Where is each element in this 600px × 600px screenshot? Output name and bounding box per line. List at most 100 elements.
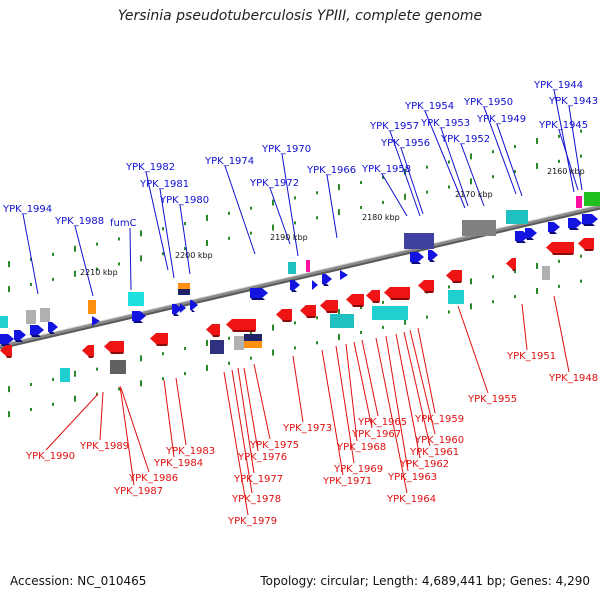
reverse-leader-line (292, 355, 304, 423)
forward-leader-line (381, 173, 408, 217)
reverse-leader-line (99, 391, 104, 441)
reverse-gene-label: YPK_1961 (409, 447, 459, 458)
tick-mark (294, 221, 296, 225)
forward-leader-line (22, 213, 39, 295)
forward-leader-line (460, 143, 485, 207)
reverse-gene-label: YPK_1984 (153, 458, 203, 469)
reverse-gene-label: YPK_1973 (282, 423, 332, 434)
backbone-highlight (0, 204, 600, 345)
reverse-gene-label: YPK_1969 (333, 464, 383, 475)
reverse-gene-shade (326, 311, 338, 313)
tick-mark (360, 206, 362, 210)
tick-mark (294, 346, 296, 350)
reverse-gene-arrow (320, 300, 338, 311)
reverse-gene-label: YPK_1960 (414, 435, 464, 446)
forward-gene-label: YPK_1958 (361, 164, 411, 175)
tick-mark (492, 150, 494, 154)
rna-feature (462, 220, 496, 236)
tick-mark (30, 258, 32, 262)
forward-leader-line (74, 225, 94, 297)
forward-gene-arrow (172, 304, 182, 314)
tick-mark (536, 162, 538, 169)
reverse-gene-label: YPK_1986 (128, 473, 178, 484)
tick-mark (492, 300, 494, 304)
tick-mark (404, 318, 406, 325)
reverse-gene-arrow (226, 319, 256, 330)
topology-summary: Topology: circular; Length: 4,689,441 bp… (260, 574, 590, 588)
tick-mark (470, 278, 472, 285)
tick-mark (514, 270, 516, 274)
tick-mark (338, 184, 340, 191)
tick-mark (426, 315, 428, 319)
tick-mark (96, 367, 98, 371)
forward-gene-label: YPK_1994 (2, 204, 52, 215)
tick-mark (272, 224, 274, 231)
accession-text: Accession: NC_010465 (10, 574, 147, 588)
tick-mark (360, 181, 362, 185)
forward-gene-shade (133, 321, 143, 323)
tick-mark (448, 185, 450, 189)
rna-feature (306, 260, 310, 272)
reverse-leader-line (335, 345, 355, 464)
reverse-gene-shade (512, 269, 516, 271)
forward-leader-line (553, 89, 575, 193)
rna-feature-lower (244, 341, 262, 348)
tick-mark (228, 236, 230, 240)
reverse-leader-line (231, 369, 253, 494)
forward-gene-shade (569, 228, 579, 230)
forward-gene-label: YPK_1956 (380, 138, 430, 149)
reverse-leader-line (120, 387, 150, 473)
reverse-gene-label: YPK_1975 (249, 440, 299, 451)
tick-mark (250, 206, 252, 210)
forward-gene-label: YPK_1953 (420, 118, 470, 129)
reverse-gene-label: YPK_1989 (79, 441, 129, 452)
reverse-gene-label: YPK_1968 (336, 442, 386, 453)
kbp-label: 2190 kbp (270, 233, 308, 242)
tick-mark (294, 196, 296, 200)
tick-mark (228, 336, 230, 340)
reverse-leader-line (243, 367, 259, 452)
map-title: Yersinia pseudotuberculosis YPIII, compl… (117, 8, 483, 24)
forward-gene-shade (49, 332, 55, 334)
forward-leader-line (179, 204, 191, 275)
tick-mark (338, 334, 340, 341)
tick-mark (514, 295, 516, 299)
forward-leader-line (389, 130, 421, 217)
tick-mark (470, 178, 472, 185)
forward-gene-shade (411, 262, 421, 264)
reverse-gene-arrow (418, 280, 434, 291)
forward-gene-label: YPK_1945 (538, 120, 588, 131)
reverse-gene-label: YPK_1948 (548, 373, 598, 384)
forward-gene-shade (251, 298, 265, 300)
forward-gene-label: YPK_1974 (204, 156, 254, 167)
reverse-leader-line (175, 377, 187, 446)
tick-rows (8, 129, 582, 418)
rna-feature (372, 306, 408, 320)
tick-mark (206, 339, 208, 346)
tick-mark (250, 231, 252, 235)
reverse-gene-shade (372, 301, 380, 303)
reverse-leader-line (457, 305, 489, 394)
reverse-leader-line (223, 371, 249, 516)
tick-mark (558, 259, 560, 263)
forward-gene-label: YPK_1982 (125, 162, 175, 173)
tick-mark (470, 153, 472, 160)
forward-gene-arrow (428, 250, 438, 260)
reverse-leader-line (119, 385, 135, 486)
tick-mark (558, 284, 560, 288)
tick-mark (316, 191, 318, 195)
tick-mark (470, 303, 472, 310)
reverse-gene-label: YPK_1987 (113, 486, 163, 497)
tick-mark (382, 200, 384, 204)
tick-mark (580, 279, 582, 283)
tick-mark (206, 239, 208, 246)
tick-mark (162, 377, 164, 381)
rna-feature (26, 310, 36, 324)
forward-gene-arrow (290, 280, 300, 290)
kbp-label: 2210 kbp (80, 268, 118, 277)
reverse-gene-shade (6, 356, 12, 358)
rna-feature (0, 316, 8, 328)
tick-mark (52, 377, 54, 381)
tick-mark (118, 262, 120, 266)
tick-mark (140, 230, 142, 237)
